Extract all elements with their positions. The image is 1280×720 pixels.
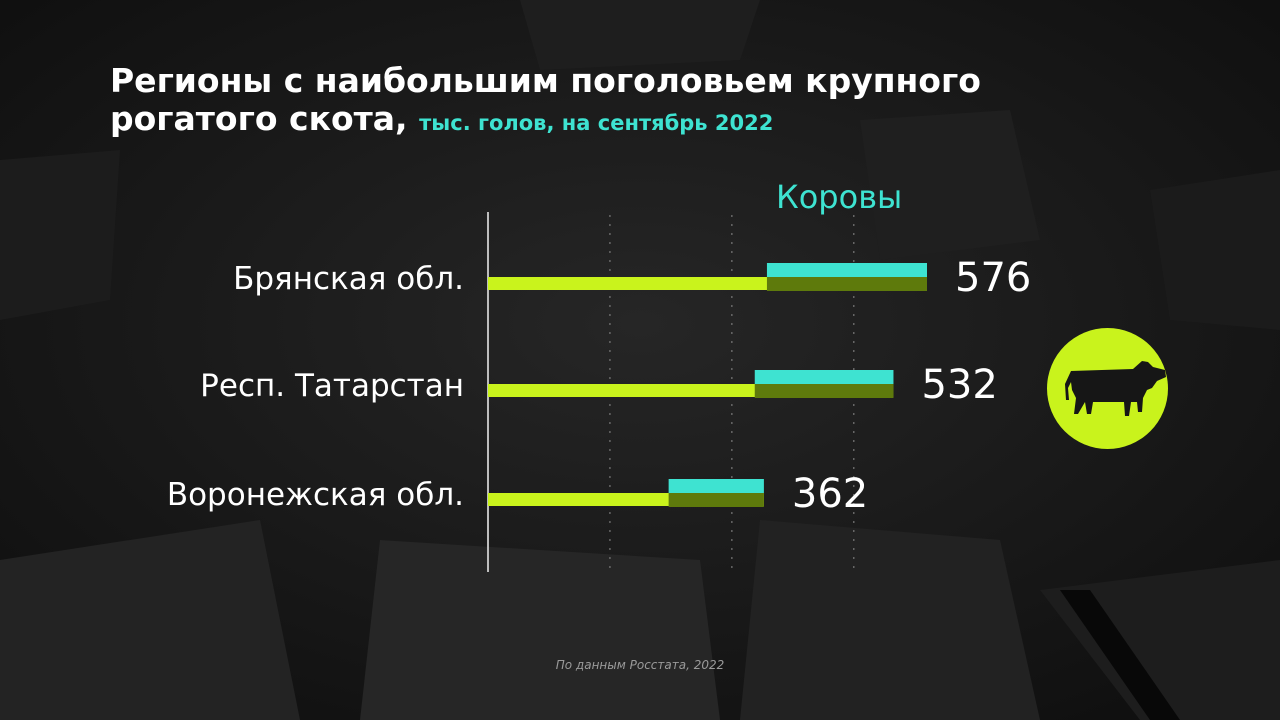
bar-cows-bottom-2 xyxy=(754,384,894,398)
source-note: По данным Росстата, 2022 xyxy=(555,658,725,672)
cow-icon xyxy=(1047,328,1168,449)
chart-subtitle: тыс. голов, на сентябрь 2022 xyxy=(419,111,774,135)
value-label-1: 576 xyxy=(955,255,1031,301)
value-label-3: 362 xyxy=(792,471,868,517)
category-label-3: Воронежская обл. xyxy=(167,477,464,513)
title-line-2-text: рогатого скота, xyxy=(110,99,408,138)
category-label-1: Брянская обл. xyxy=(233,261,464,297)
bar-cows-top-1 xyxy=(766,263,927,277)
bar-cows-top-2 xyxy=(754,370,894,384)
title-line-1: Регионы с наибольшим поголовьем крупного xyxy=(110,61,981,100)
bar-cows-bottom-1 xyxy=(766,277,927,291)
title-line-2: рогатого скота, тыс. голов, на сентябрь … xyxy=(110,100,981,142)
category-label-2: Респ. Татарстан xyxy=(200,368,464,404)
chart-title: Регионы с наибольшим поголовьем крупного… xyxy=(110,62,981,142)
bar-cows-bottom-3 xyxy=(668,493,764,507)
legend-cows: Коровы xyxy=(776,178,903,216)
bar-cows-top-3 xyxy=(668,479,764,493)
value-label-2: 532 xyxy=(921,362,997,408)
